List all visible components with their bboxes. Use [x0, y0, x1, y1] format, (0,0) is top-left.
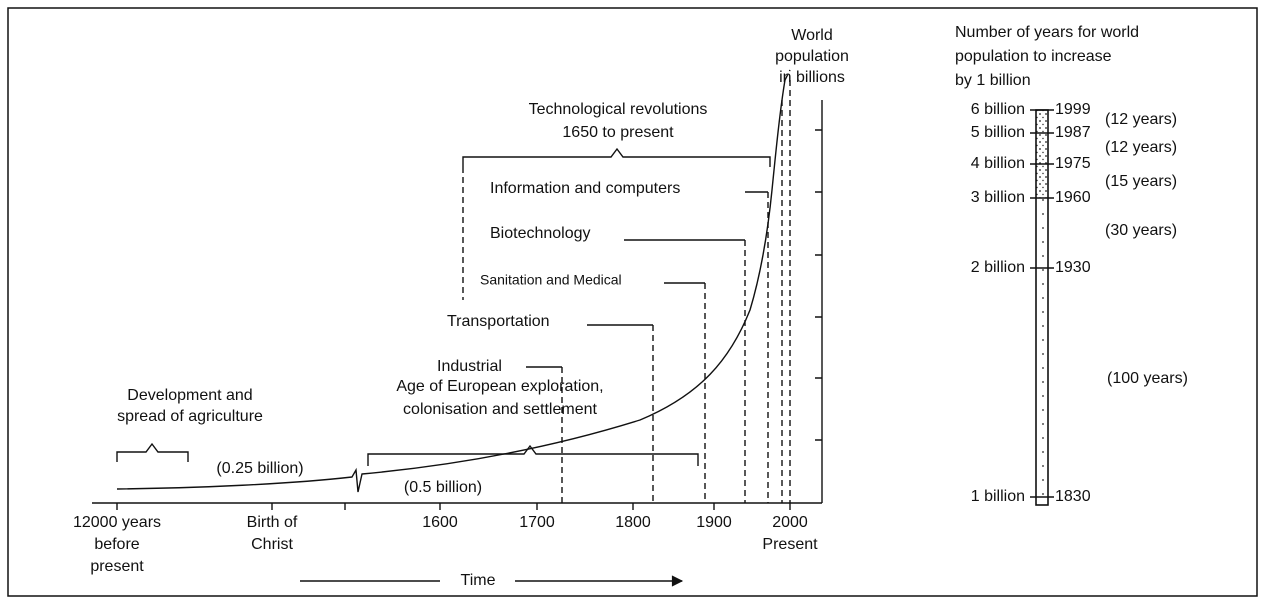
x-label: 1600: [422, 514, 458, 531]
x-label: 12000 years: [73, 514, 161, 531]
axis-title: World: [791, 27, 833, 44]
milestone-year: 1975: [1055, 155, 1091, 172]
frame: [7, 7, 1258, 597]
interval-label: (12 years): [1105, 139, 1177, 156]
increase-title: Number of years for world: [955, 24, 1139, 41]
timeline-graphics: [92, 69, 823, 587]
axis-title: in billions: [779, 69, 845, 86]
increase-graphics: [1030, 109, 1054, 506]
x-label: 1900: [696, 514, 732, 531]
milestone-population: 1 billion: [971, 488, 1025, 505]
revolutions-label: 1650 to present: [562, 124, 674, 141]
time-label: Time: [461, 572, 496, 589]
agriculture-label: spread of agriculture: [117, 408, 263, 425]
population-label: (0.5 billion): [404, 479, 482, 496]
axis-title: population: [775, 48, 849, 65]
era-label: Information and computers: [490, 180, 680, 197]
population-label: (0.25 billion): [216, 460, 303, 477]
increase-title: by 1 billion: [955, 72, 1031, 89]
x-label: 1800: [615, 514, 651, 531]
interval-label: (30 years): [1105, 222, 1177, 239]
x-label: 1700: [519, 514, 555, 531]
milestone-year: 1930: [1055, 259, 1091, 276]
milestone-year: 1999: [1055, 101, 1091, 118]
x-label: present: [90, 558, 144, 575]
milestone-population: 3 billion: [971, 189, 1025, 206]
milestone-population: 2 billion: [971, 259, 1025, 276]
agriculture-label: Development and: [127, 387, 252, 404]
era-label: Biotechnology: [490, 225, 591, 242]
x-label: Present: [762, 536, 818, 553]
era-label: Transportation: [447, 313, 550, 330]
exploration-label: colonisation and settlement: [403, 401, 597, 418]
increase-title: population to increase: [955, 48, 1112, 65]
milestone-population: 4 billion: [971, 155, 1025, 172]
interval-label: (12 years): [1105, 111, 1177, 128]
era-label: Industrial: [437, 358, 502, 375]
era-label: Sanitation and Medical: [480, 272, 622, 288]
x-label: Christ: [251, 536, 293, 553]
x-label: Birth of: [247, 514, 298, 531]
milestone-population: 6 billion: [971, 101, 1025, 118]
interval-label: (15 years): [1105, 173, 1177, 190]
x-label: 2000: [772, 514, 808, 531]
x-label: before: [94, 536, 139, 553]
interval-label: (100 years): [1107, 370, 1188, 387]
exploration-label: Age of European exploration,: [396, 378, 603, 395]
milestone-population: 5 billion: [971, 124, 1025, 141]
milestone-year: 1830: [1055, 488, 1091, 505]
milestone-year: 1960: [1055, 189, 1091, 206]
revolutions-label: Technological revolutions: [529, 101, 708, 118]
milestone-year: 1987: [1055, 124, 1091, 141]
